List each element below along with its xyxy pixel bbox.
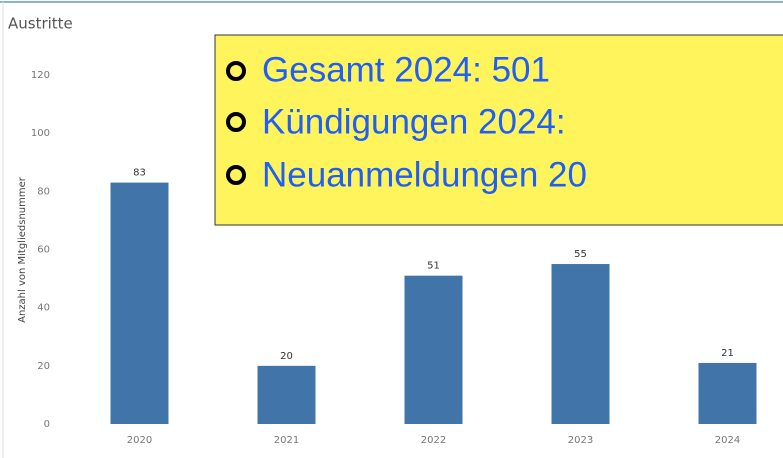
x-tick-label: 2021 [274, 435, 299, 446]
data-label: 20 [280, 351, 293, 362]
y-tick-label: 20 [37, 361, 50, 372]
bullet [226, 165, 246, 185]
data-label: 21 [721, 348, 734, 359]
y-tick-label: 80 [37, 186, 50, 197]
x-tick-label: 2023 [568, 435, 593, 446]
chart-title: Austritte [8, 15, 73, 33]
bar [110, 182, 169, 424]
data-label: 55 [574, 249, 587, 260]
y-tick-label: 60 [37, 245, 50, 256]
x-tick-label: 2020 [127, 435, 152, 446]
plot: 0 20 40 60 80 100 120 2020 83 2021 20 2022 51 2023 55 2… [31, 70, 757, 446]
data-label: 51 [427, 261, 440, 272]
data-label: 83 [133, 168, 146, 179]
bar [698, 362, 757, 424]
bar [404, 275, 463, 424]
bullet [226, 61, 246, 81]
y-tick-label: 120 [31, 70, 50, 81]
bullet [226, 112, 246, 132]
annotation-text: Kündigungen 2024: [262, 102, 566, 141]
bar [551, 264, 610, 424]
annotation-text: Gesamt 2024: 501 [262, 50, 550, 89]
x-tick-label: 2024 [715, 435, 740, 446]
y-tick-label: 40 [37, 303, 50, 314]
annotation-background [214, 34, 783, 226]
annotation-box: Gesamt 2024: 501 Kündigungen 2024: Neuan… [214, 34, 783, 226]
annotation-text: Neuanmeldungen 20 [262, 155, 587, 194]
y-axis-label: Anzahl von Mitgliedsnummer [17, 176, 28, 323]
bar [257, 365, 316, 424]
y-tick-label: 0 [44, 419, 50, 430]
y-tick-label: 100 [31, 128, 50, 139]
x-tick-label: 2022 [421, 435, 446, 446]
